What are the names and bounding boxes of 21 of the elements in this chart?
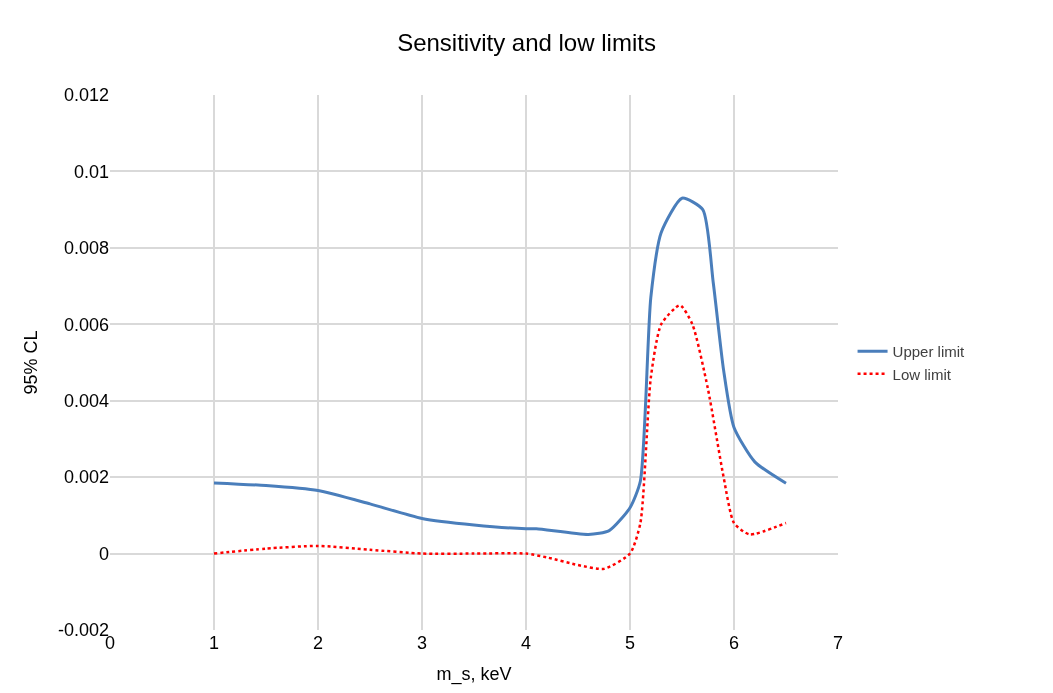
y-tick-label: 0.006 [63,314,109,335]
y-tick-label: 0.008 [63,238,109,259]
x-tick-label: 5 [624,633,636,653]
y-axis-title: 95% CL [21,330,42,395]
legend-label: Upper limit [892,343,966,361]
y-tick-label: 0.002 [63,467,109,488]
legend-label: Low limit [892,365,952,383]
line-series [212,303,788,571]
x-tick-label: 2 [312,633,324,653]
y-tick-label: 0 [98,543,109,564]
x-axis-title: m_s, keV [436,664,512,686]
y-tick-label: 0.012 [63,85,109,106]
line-series [212,196,788,536]
x-tick-label: 7 [832,633,844,653]
x-tick-label: 3 [416,633,428,653]
chart-title: Sensitivity and low limits [397,29,656,57]
y-tick-label: 0.01 [73,161,109,182]
y-tick-label: 0.004 [63,391,109,412]
x-tick-label: 6 [728,633,740,653]
x-tick-label: 1 [208,633,220,653]
x-tick-label: 4 [520,633,532,653]
